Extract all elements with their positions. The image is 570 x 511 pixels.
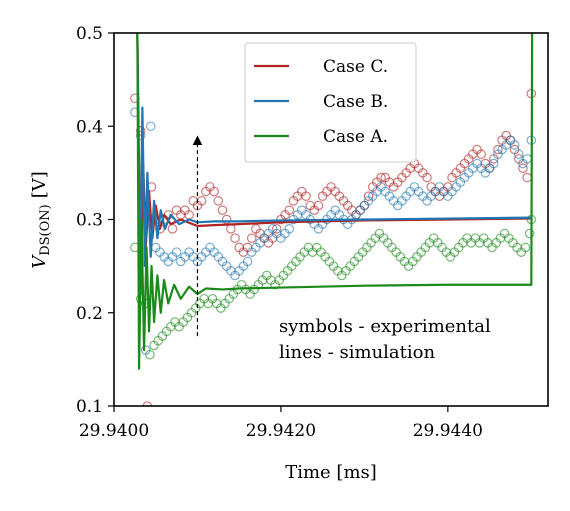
series-case-c-experimental-point [217, 205, 228, 215]
series-case-c-experimental-point [209, 186, 219, 197]
y-tick-label: 0.4 [76, 117, 103, 137]
series-case-c-experimental-point [313, 200, 324, 211]
x-axis-label: Time [ms] [285, 462, 377, 483]
y-ticks: 0.1 0.2 0.3 0.4 0.5 [76, 24, 114, 417]
series-layer [130, 33, 537, 406]
series-case-c-experimental-point [226, 224, 236, 234]
x-tick-label: 29.9440 [413, 421, 483, 441]
series-case-c-experimental-point [476, 149, 487, 160]
series-case-c-experimental-point [271, 224, 282, 234]
series-case-a-experimental-point [524, 228, 535, 239]
series-case-b-experimental-point [145, 121, 156, 132]
annotation-experimental: symbols - experimental [279, 316, 491, 337]
series-case-c-experimental-point [422, 172, 432, 183]
series-case-b-experimental-point [135, 130, 146, 141]
legend-item-case-b: Case B. [254, 92, 388, 112]
series-case-c-experimental-point [230, 233, 240, 243]
series-case-c-experimental-point [213, 196, 224, 206]
legend-item-case-b-label: Case B. [323, 92, 388, 112]
y-tick-label: 0.5 [76, 24, 103, 44]
x-ticks: 29.9400 29.9420 29.9440 [79, 406, 483, 441]
series-case-c-experimental-point [522, 172, 532, 183]
series-case-a-simulation-line [136, 33, 534, 370]
y-tick-label: 0.1 [76, 397, 103, 417]
series-case-b-experimental-point [509, 140, 520, 150]
x-tick-label: 29.9400 [79, 421, 149, 441]
series-case-b-experimental-point [488, 158, 499, 169]
series-case-b-experimental-point [171, 247, 182, 257]
series-case-c-experimental-point [518, 163, 528, 174]
x-tick-label: 29.9420 [246, 421, 316, 441]
legend-item-case-a-label: Case A. [323, 127, 388, 147]
series-case-b [130, 107, 537, 355]
y-tick-label: 0.2 [76, 304, 103, 324]
series-case-a [130, 214, 537, 360]
legend-item-case-c-label: Case C. [323, 57, 388, 77]
series-case-c-experimental-point [301, 191, 311, 201]
series-case-b-simulation-line [136, 33, 532, 305]
series-case-c-experimental-point [376, 172, 386, 183]
series-case-b-experimental-point [242, 256, 253, 267]
legend: Case C. Case B. Case A. [244, 42, 417, 163]
series-case-c-experimental-point [493, 144, 503, 155]
series-case-a-experimental-point [520, 242, 531, 253]
y-axis-label: VDS(ON) [V] [29, 171, 53, 269]
y-axis-label-sub: DS(ON) [38, 204, 53, 256]
annotation-simulation: lines - simulation [279, 342, 435, 363]
series-case-c-experimental-point [246, 233, 257, 243]
legend-item-case-a: Case A. [254, 127, 388, 147]
series-case-a-experimental-point [145, 349, 155, 360]
y-axis-label-main: V [29, 254, 50, 269]
series-case-c-experimental-point [135, 126, 146, 136]
legend-item-case-c: Case C. [254, 57, 388, 77]
series-case-b-experimental-point [513, 149, 524, 160]
y-axis-label-unit: [V] [29, 171, 50, 198]
series-case-c-experimental-point [363, 191, 374, 201]
legend-box [244, 42, 417, 163]
y-tick-label: 0.3 [76, 211, 103, 231]
series-case-c-experimental-point [284, 205, 295, 215]
series-case-c-experimental-point [167, 224, 178, 234]
series-case-b-experimental-point [284, 224, 295, 234]
